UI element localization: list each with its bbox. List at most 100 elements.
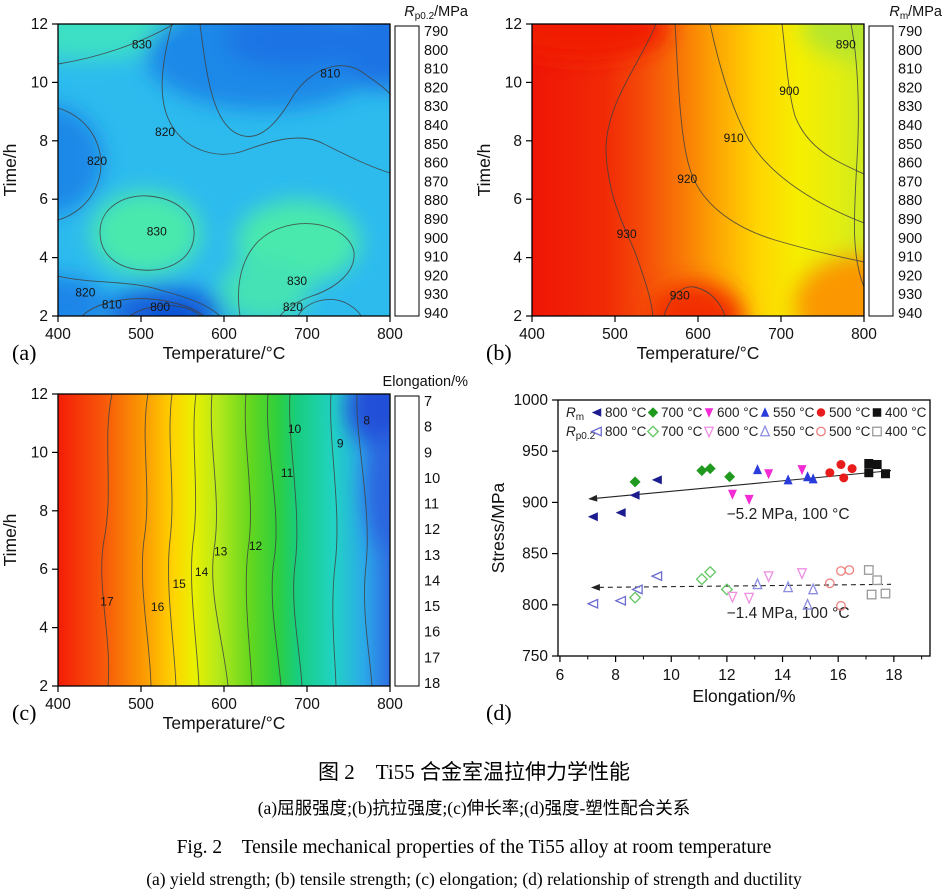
- point-Rm-500°C: [839, 473, 849, 483]
- point-Rp0.2-550°C: [752, 577, 763, 590]
- x-axis-title: Temperature/°C: [637, 343, 760, 363]
- colorbar-tick-label: 850: [898, 137, 922, 153]
- x-tick-label: 800: [377, 696, 403, 713]
- colorbar-tick-label: 790: [424, 24, 448, 40]
- point-Rm-800°C: [629, 490, 640, 500]
- colorbar-tick-label: 850: [424, 137, 448, 153]
- y-tick-label: 900: [522, 494, 548, 511]
- point-Rp0.2-600°C: [727, 591, 738, 604]
- x-tick-label: 600: [211, 696, 237, 713]
- colorbar-tick-label: 930: [424, 287, 448, 303]
- point-Rp0.2-800°C: [586, 598, 599, 610]
- legend-entry-label: 500 °C: [829, 405, 871, 420]
- colorbar-tick-label: 14: [424, 573, 440, 589]
- point-Rm-400°C: [880, 469, 890, 479]
- panel-c-elongation-contour: 400 500 600 700 800 2 4 6 8 10 12 Temperature/°C Tim…: [0, 374, 469, 733]
- colorbar-b: [868, 25, 894, 317]
- colorbar-tick-label: 810: [898, 62, 922, 78]
- point-Rp0.2-400°C: [863, 565, 874, 575]
- y-tick-label: 8: [39, 503, 48, 520]
- colorbar-tick-label: 860: [898, 156, 922, 172]
- colorbar-tick-label: 830: [898, 99, 922, 115]
- x-tick-label: 16: [830, 667, 847, 684]
- y-tick-label: 12: [31, 16, 48, 33]
- contour-label: 820: [155, 125, 175, 139]
- y-tick-label: 6: [39, 191, 48, 208]
- colorbar-tick-label: 17: [424, 650, 440, 666]
- point-Rm-550°C: [803, 471, 813, 482]
- contour-label: 810: [320, 67, 340, 81]
- point-Rm-700°C: [724, 471, 736, 483]
- x-tick-label: 700: [294, 696, 320, 713]
- field-c: [58, 394, 390, 686]
- contour-label: 830: [147, 224, 167, 238]
- point-Rp0.2-500°C: [836, 600, 846, 611]
- point-Rp0.2-550°C: [782, 580, 794, 593]
- colorbar-title: Rm/MPa: [889, 4, 943, 22]
- point-Rm-550°C: [752, 464, 762, 475]
- y-tick-label: 1000: [514, 392, 549, 409]
- point-Rp0.2-700°C: [628, 591, 642, 604]
- contour-label: 17: [100, 594, 114, 608]
- contour-label: 13: [214, 545, 228, 559]
- colorbar-tick-label: 810: [424, 62, 448, 78]
- contour-label: 920: [677, 172, 697, 186]
- point-Rp0.2-500°C: [836, 566, 846, 576]
- y-tick-label: 8: [513, 133, 522, 150]
- colorbar-tick-label: 820: [424, 80, 448, 96]
- point-Rp0.2-800°C: [650, 570, 663, 582]
- x-tick-label: 500: [128, 696, 154, 713]
- colorbar-tick-label: 13: [424, 548, 440, 564]
- colorbar-title: Rp0.2/MPa: [404, 4, 469, 22]
- legend-entry-label: 800 °C: [605, 405, 647, 420]
- legend-entry-label: 400 °C: [885, 405, 927, 420]
- x-tick-label: 400: [45, 326, 71, 343]
- contour-label: 12: [249, 539, 263, 553]
- point-Rp0.2-700°C: [720, 583, 734, 596]
- legend-marker: [703, 426, 715, 439]
- x-axis-title: Temperature/°C: [163, 343, 286, 363]
- point-Rm-500°C: [847, 464, 857, 474]
- colorbar-tick-label: 800: [898, 43, 922, 59]
- contour-label: 830: [287, 274, 307, 288]
- point-Rm-700°C: [696, 465, 708, 477]
- point-Rm-800°C: [651, 475, 662, 485]
- legend-entry-label: 400 °C: [885, 424, 927, 439]
- colorbar-tick-label: 18: [424, 676, 440, 692]
- point-Rm-800°C: [615, 508, 626, 518]
- point-Rm-600°C: [727, 489, 737, 500]
- colorbar-tick-label: 890: [898, 212, 922, 228]
- y-axis-title: Time/h: [0, 144, 20, 197]
- point-Rm-600°C: [797, 465, 807, 476]
- contour-label: 800: [150, 300, 170, 314]
- colorbar-tick-label: 870: [424, 174, 448, 190]
- legend-row-label: Rp0.2: [566, 424, 596, 442]
- contour-lines-b: [605, 24, 864, 316]
- y-tick-label: 10: [31, 74, 49, 91]
- colorbar-tick-label: 910: [898, 250, 922, 266]
- x-tick-label: 700: [294, 326, 320, 343]
- colorbar-title: Elongation/%: [383, 374, 469, 390]
- caption-en-subtitle: (a) yield strength; (b) tensile strength…: [146, 869, 802, 889]
- colorbar-c: [394, 395, 420, 687]
- contour-label: 10: [288, 422, 302, 436]
- legend-marker: [591, 408, 602, 417]
- y-tick-label: 4: [39, 250, 48, 267]
- contour-label: 14: [195, 565, 209, 579]
- x-tick-label: 400: [45, 696, 71, 713]
- panel-letter-d: (d): [486, 700, 512, 725]
- point-Rp0.2-500°C: [844, 565, 855, 575]
- panel-letter-a: (a): [12, 340, 37, 365]
- y-axis-title: Time/h: [474, 144, 494, 197]
- y-tick-label: 12: [31, 386, 48, 403]
- legend-marker: [872, 408, 882, 417]
- point-Rp0.2-800°C: [614, 595, 627, 606]
- panel-a-yield-strength-contour: 400 500 600 700 80024681012Temperature/°CTim…: [0, 4, 469, 363]
- y-tick-label: 8: [39, 133, 48, 150]
- legend-entry-label: 700 °C: [661, 424, 703, 439]
- x-tick-label: 12: [718, 667, 735, 684]
- point-Rp0.2-600°C: [763, 571, 774, 583]
- legend-marker: [759, 424, 771, 437]
- colorbar-tick-label: 940: [898, 306, 922, 322]
